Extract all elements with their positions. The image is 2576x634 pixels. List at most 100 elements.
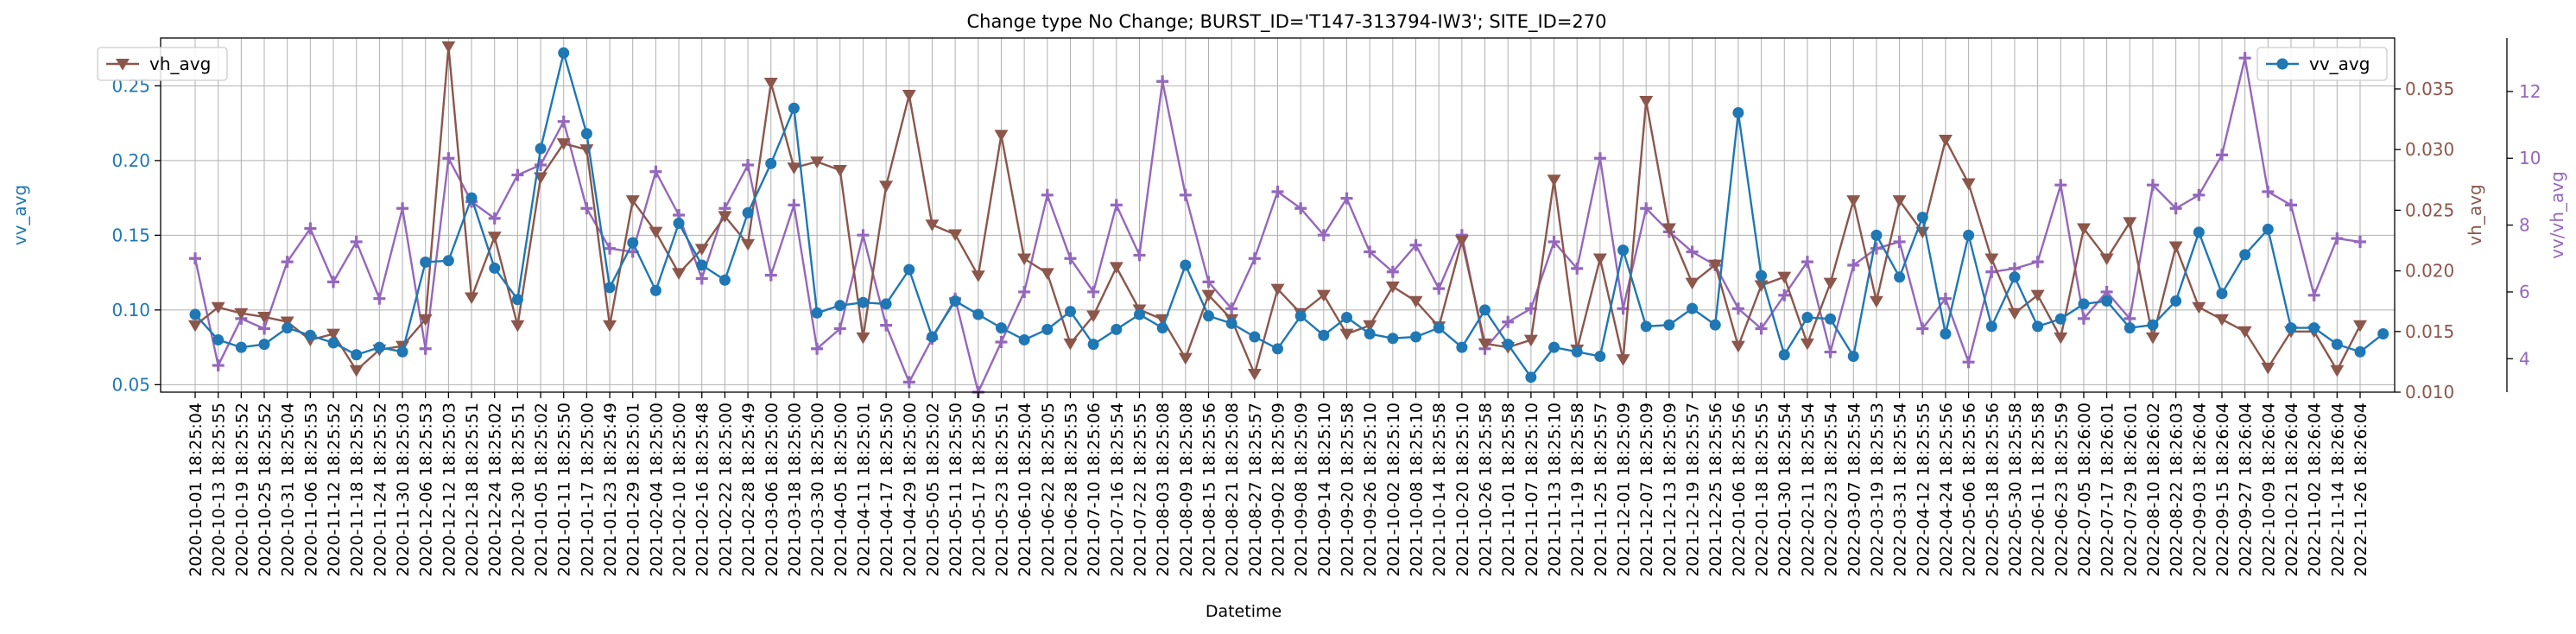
vh-avg-legend-box bbox=[97, 47, 228, 81]
vh-avg-point bbox=[2145, 332, 2160, 345]
vv-avg-point bbox=[327, 337, 339, 349]
x-tick-label: 2021-09-08 18:25:09 bbox=[1292, 403, 1311, 577]
ratio-point bbox=[857, 229, 870, 242]
vv-avg-point bbox=[465, 192, 478, 204]
vv-avg-point bbox=[1640, 320, 1652, 333]
vv-avg-point bbox=[857, 296, 869, 308]
vh-avg-point bbox=[2123, 217, 2137, 230]
ratio-point bbox=[1386, 265, 1399, 278]
ratio-point bbox=[1502, 315, 1515, 328]
vv-avg-point bbox=[1133, 308, 1145, 320]
ratio-point bbox=[557, 115, 570, 128]
x-tick-label: 2022-07-29 18:26:01 bbox=[2121, 403, 2140, 577]
y-right-ratio-tick-label: 12 bbox=[2519, 81, 2541, 102]
vh-avg-point bbox=[2237, 326, 2252, 339]
x-tick-label: 2021-10-02 18:25:10 bbox=[1384, 403, 1403, 577]
x-tick-label: 2021-01-05 18:25:02 bbox=[532, 403, 551, 577]
vh-avg-point bbox=[672, 268, 687, 280]
vv-avg-point bbox=[788, 102, 800, 114]
vv-avg-point bbox=[1087, 339, 1099, 351]
x-tick-label: 2022-03-19 18:25:53 bbox=[1868, 403, 1887, 577]
vv-avg-point bbox=[2147, 319, 2159, 331]
vh-avg-point bbox=[603, 320, 617, 333]
vv-avg-point bbox=[2101, 295, 2113, 307]
vv-avg-point bbox=[742, 206, 754, 219]
vv-avg-point bbox=[2262, 223, 2274, 235]
vv-avg-point bbox=[1180, 259, 1192, 271]
vv-avg-point bbox=[1778, 349, 1790, 361]
vv-avg-point bbox=[1433, 322, 1445, 334]
ratio-point bbox=[2031, 256, 2044, 269]
x-tick-label: 2021-03-30 18:25:00 bbox=[808, 403, 827, 577]
vh-avg-point bbox=[856, 332, 870, 345]
x-tick-label: 2021-10-14 18:25:58 bbox=[1430, 403, 1449, 577]
vv-avg-point bbox=[535, 143, 547, 155]
vv-avg-point bbox=[2078, 298, 2090, 310]
x-tick-label: 2022-09-15 18:26:04 bbox=[2213, 403, 2232, 577]
vv-avg-point bbox=[1617, 244, 1630, 257]
ratio-point bbox=[2146, 179, 2159, 192]
ratio-point bbox=[1133, 249, 1146, 262]
ratio-point bbox=[764, 269, 777, 282]
x-tick-label: 2021-03-18 18:25:00 bbox=[785, 403, 804, 577]
vh-avg-point bbox=[971, 270, 985, 282]
ratio-point bbox=[1110, 199, 1123, 212]
vv-avg-point bbox=[1663, 319, 1675, 331]
vv-avg-point bbox=[2239, 249, 2251, 261]
vv-avg-point bbox=[1940, 328, 1952, 340]
x-tick-label: 2021-06-28 18:25:53 bbox=[1061, 403, 1080, 577]
x-tick-label: 2021-09-20 18:25:58 bbox=[1339, 403, 1358, 577]
x-tick-label: 2021-04-11 18:25:01 bbox=[854, 403, 873, 577]
vh-avg-point bbox=[1063, 338, 1078, 351]
ratio-point bbox=[1271, 185, 1284, 198]
vh-avg-point bbox=[1661, 223, 1676, 236]
vv-avg-point bbox=[972, 308, 984, 320]
vv-avg-point bbox=[2377, 328, 2389, 340]
x-tick-label: 2022-07-17 18:26:01 bbox=[2098, 403, 2117, 577]
vh-avg-point bbox=[2214, 314, 2229, 327]
series-vv-avg bbox=[189, 47, 2389, 384]
x-tick-label: 2021-08-27 18:25:57 bbox=[1246, 403, 1265, 577]
x-tick-label: 2021-07-10 18:25:06 bbox=[1085, 403, 1104, 577]
ratio-point bbox=[604, 242, 617, 255]
vh-avg-point bbox=[1040, 268, 1054, 280]
legend-left: vh_avg bbox=[97, 47, 228, 81]
x-tick-label: 2022-08-22 18:26:03 bbox=[2168, 403, 2187, 577]
x-tick-label: 2021-04-05 18:25:00 bbox=[832, 403, 851, 577]
vv-avg-point bbox=[903, 263, 915, 276]
ratio-point bbox=[2262, 185, 2275, 198]
x-tick-label: 2021-06-10 18:25:04 bbox=[1016, 403, 1035, 577]
x-tick-label: 2021-07-22 18:25:55 bbox=[1130, 403, 1149, 577]
vv-avg-point bbox=[1479, 304, 1491, 316]
vh-avg-point bbox=[349, 365, 364, 377]
ratio-point bbox=[649, 165, 662, 178]
vv-avg-point bbox=[558, 47, 570, 59]
vv-avg-point bbox=[511, 294, 523, 306]
vv-avg-point bbox=[1156, 322, 1168, 334]
vh-avg-point bbox=[1408, 295, 1423, 308]
x-tick-label: 2022-04-24 18:25:56 bbox=[1937, 403, 1956, 577]
x-tick-label: 2021-06-22 18:25:05 bbox=[1039, 403, 1058, 577]
vh-avg-point bbox=[441, 41, 456, 54]
vh-avg-point bbox=[1316, 289, 1331, 302]
ratio-point bbox=[1686, 245, 1699, 258]
vv-avg-point bbox=[1318, 329, 1330, 341]
x-tick-label: 2020-10-13 18:25:55 bbox=[210, 403, 229, 577]
vv-avg-point bbox=[1272, 343, 1283, 355]
x-tick-label: 2021-11-07 18:25:10 bbox=[1522, 403, 1541, 577]
vv-avg-point bbox=[2308, 322, 2320, 334]
x-tick-label: 2021-05-17 18:25:50 bbox=[970, 403, 989, 577]
x-tick-label: 2021-12-01 18:25:09 bbox=[1615, 403, 1634, 577]
x-tick-label: 2021-12-19 18:25:57 bbox=[1684, 403, 1703, 577]
ratio-point bbox=[902, 376, 915, 389]
ratio-point bbox=[1364, 245, 1377, 258]
vv-avg-point bbox=[649, 284, 661, 296]
vv-avg-point bbox=[1202, 310, 1214, 322]
vv-avg-point bbox=[1894, 271, 1906, 283]
vh-avg-legend-marker bbox=[116, 59, 130, 71]
vh-avg-point bbox=[649, 226, 663, 239]
x-tick-label: 2022-11-14 18:26:04 bbox=[2328, 403, 2347, 577]
ratio-point bbox=[2331, 232, 2344, 245]
y-right-ratio-tick-label: 4 bbox=[2519, 348, 2530, 369]
y-right-ratio-tick-label: 10 bbox=[2519, 148, 2541, 168]
